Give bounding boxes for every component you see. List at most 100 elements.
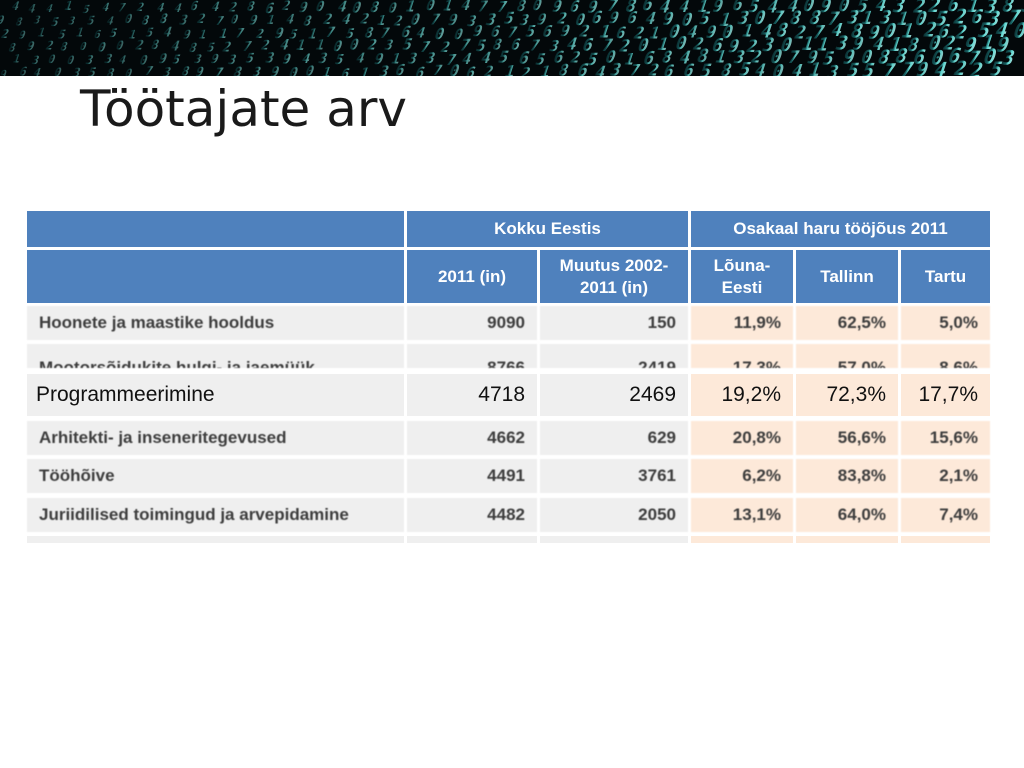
table-row-highlighted: Programmeerimine 4718 2469 19,2% 72,3% 1… (27, 374, 990, 416)
svg-text:9: 9 (193, 65, 206, 76)
partial-cell (27, 536, 404, 543)
partial-cell (540, 536, 688, 543)
row-louna: 13,1% (691, 498, 793, 532)
column-header-muutus-line2: 2011 (in) (579, 277, 649, 297)
svg-text:1: 1 (357, 65, 371, 76)
svg-text:4: 4 (172, 1, 184, 15)
row-muutus: 2419 (540, 344, 688, 368)
row-name: Tööhõive (27, 459, 404, 493)
row-tallinn: 64,0% (796, 498, 898, 532)
svg-text:0: 0 (303, 64, 316, 76)
row-tallinn: 83,8% (796, 459, 898, 493)
svg-text:8: 8 (6, 41, 17, 55)
column-header-muutus-line1: Muutus 2002- (559, 255, 669, 275)
row-tartu: 8,6% (901, 344, 990, 368)
partial-cell (691, 536, 793, 543)
column-header-louna-line2: Eesti (721, 277, 763, 297)
row-tartu: 5,0% (901, 306, 990, 340)
table-row: Hoonete ja maastike hooldus 9090 150 11,… (27, 306, 990, 340)
svg-text:9: 9 (17, 29, 28, 42)
svg-text:1: 1 (127, 28, 139, 42)
svg-text:5: 5 (81, 2, 92, 16)
svg-text:7: 7 (116, 1, 127, 15)
svg-text:3: 3 (30, 53, 41, 67)
slide-title: Töötajate arv (80, 80, 408, 138)
svg-text:0: 0 (286, 65, 300, 76)
row-2011: 4491 (407, 459, 537, 493)
row-muutus: 2469 (540, 374, 688, 416)
svg-text:8: 8 (556, 61, 572, 76)
svg-text:2: 2 (518, 64, 533, 76)
svg-text:7: 7 (431, 64, 445, 76)
svg-text:3: 3 (250, 65, 262, 76)
row-louna: 11,9% (691, 306, 793, 340)
row-tallinn: 72,3% (796, 374, 898, 416)
svg-text:4: 4 (155, 1, 167, 15)
header-banner: 4444154724464286290408010147780969786441… (0, 0, 1024, 76)
column-header-louna-eesti: Lõuna- Eesti (691, 250, 793, 303)
svg-text:3: 3 (66, 15, 77, 28)
svg-text:5: 5 (85, 14, 97, 28)
row-tallinn: 62,5% (796, 306, 898, 340)
svg-text:1: 1 (11, 52, 22, 66)
svg-text:3: 3 (32, 14, 43, 27)
svg-text:1: 1 (36, 26, 48, 40)
header-blank-cell (27, 250, 404, 303)
partial-cell (796, 536, 898, 543)
svg-text:9: 9 (25, 39, 37, 53)
row-2011: 4718 (407, 374, 537, 416)
svg-text:9: 9 (0, 67, 9, 76)
column-header-muutus: Muutus 2002- 2011 (in) (540, 250, 688, 303)
row-2011: 4482 (407, 498, 537, 532)
group-header-osakaal: Osakaal haru tööjõus 2011 (691, 211, 990, 247)
svg-text:4: 4 (105, 14, 116, 28)
column-header-2011: 2011 (in) (407, 250, 537, 303)
svg-text:1: 1 (320, 65, 333, 76)
svg-text:4: 4 (100, 0, 111, 14)
svg-text:7: 7 (212, 66, 225, 76)
svg-text:4: 4 (44, 2, 55, 15)
row-muutus: 150 (540, 306, 688, 340)
svg-text:6: 6 (92, 28, 103, 41)
svg-text:6: 6 (339, 66, 352, 76)
svg-text:2: 2 (0, 26, 11, 41)
svg-text:4: 4 (26, 2, 37, 16)
table-row: Mootorsõidukite hulgi- ja jaemüük 8766 2… (27, 344, 990, 368)
row-tartu: 7,4% (901, 498, 990, 532)
svg-text:8: 8 (179, 65, 191, 76)
svg-text:5: 5 (108, 26, 120, 40)
row-name: Hoonete ja maastike hooldus (27, 306, 404, 340)
column-header-tallinn: Tallinn (796, 250, 898, 303)
svg-text:0: 0 (52, 65, 63, 76)
svg-text:3: 3 (377, 63, 392, 76)
row-louna: 6,2% (691, 459, 793, 493)
row-muutus: 3761 (540, 459, 688, 493)
header-blank-cell (27, 211, 404, 247)
svg-text:1: 1 (197, 28, 209, 42)
row-2011: 4662 (407, 421, 537, 455)
svg-text:0: 0 (46, 52, 57, 66)
svg-text:8: 8 (718, 62, 735, 76)
row-louna: 17,3% (691, 344, 793, 368)
table-column-header-row: 2011 (in) Muutus 2002- 2011 (in) Lõuna- … (27, 250, 990, 303)
table-row-partial (27, 536, 990, 543)
svg-text:0: 0 (78, 40, 89, 53)
column-header-tartu: Tartu (901, 250, 990, 303)
row-name: Programmeerimine (27, 374, 404, 416)
row-tallinn: 57,0% (796, 344, 898, 368)
svg-text:8: 8 (58, 40, 69, 54)
svg-text:8: 8 (14, 15, 25, 29)
partial-cell (407, 536, 537, 543)
svg-text:2: 2 (481, 63, 496, 76)
row-tartu: 2,1% (901, 459, 990, 493)
svg-text:3: 3 (607, 61, 624, 76)
svg-text:4: 4 (10, 0, 22, 13)
row-tartu: 15,6% (901, 421, 990, 455)
row-tallinn: 56,6% (796, 421, 898, 455)
svg-text:0: 0 (65, 53, 76, 67)
partial-cell (901, 536, 990, 543)
row-name: Arhitekti- ja inseneritegevused (27, 421, 404, 455)
svg-text:3: 3 (160, 66, 173, 76)
svg-text:6: 6 (393, 62, 408, 76)
svg-text:3: 3 (1018, 0, 1024, 16)
